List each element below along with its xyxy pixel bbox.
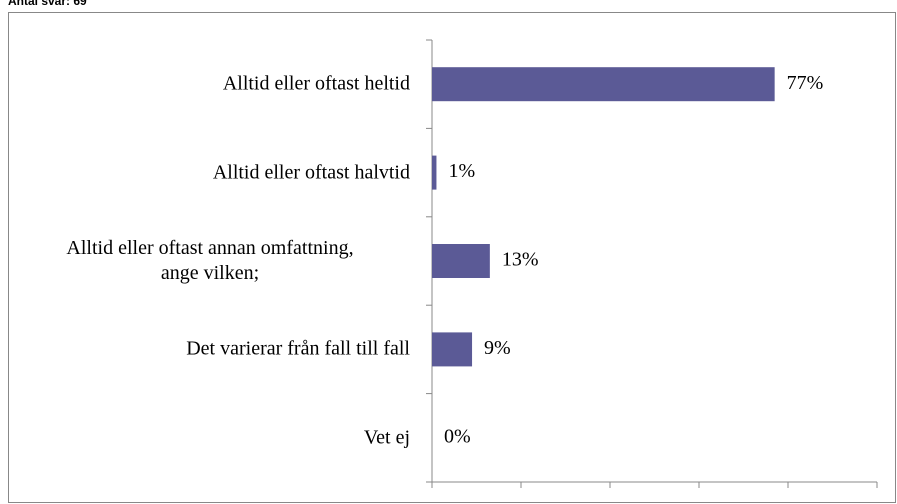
- category-label: Vet ej: [363, 426, 410, 449]
- category-label: Alltid eller oftast annan omfattning, an…: [66, 237, 354, 284]
- value-label: 9%: [484, 337, 511, 359]
- value-label: 1%: [448, 160, 475, 182]
- category-label: Alltid eller oftast heltid: [222, 72, 410, 95]
- chart-title: Antal svar: 69: [8, 0, 87, 8]
- chart-frame: [8, 12, 896, 503]
- value-label: 13%: [502, 249, 539, 271]
- bar: [432, 67, 775, 102]
- value-label: 77%: [787, 72, 824, 94]
- bar: [432, 155, 437, 190]
- bar: [432, 332, 473, 367]
- value-label: 0%: [444, 425, 471, 447]
- category-label: Alltid eller oftast halvtid: [212, 161, 410, 184]
- category-label: Det varierar från fall till fall: [186, 337, 410, 360]
- bar: [432, 244, 490, 278]
